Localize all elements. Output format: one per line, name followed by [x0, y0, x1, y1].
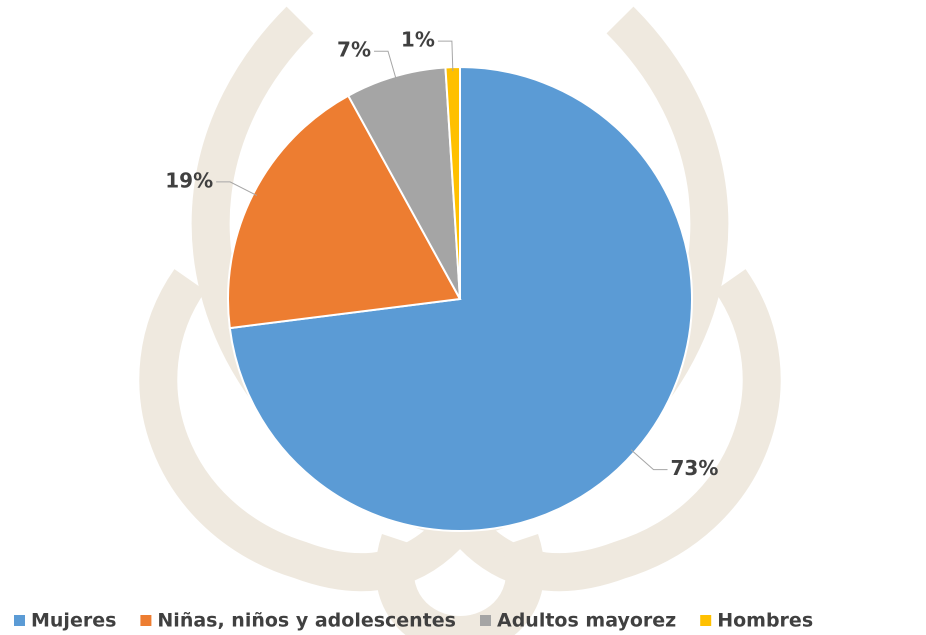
data-label: 1% [401, 28, 435, 52]
leader-line [374, 50, 397, 81]
legend-swatch [140, 615, 152, 626]
legend-swatch [14, 615, 25, 626]
legend-swatch [700, 615, 712, 626]
legend-label: Hombres [717, 610, 813, 632]
leader-line [630, 449, 668, 471]
watermark-shape [139, 269, 476, 592]
data-label: 19% [165, 168, 213, 192]
legend-label: Mujeres [31, 610, 116, 632]
data-label: 73% [671, 456, 719, 480]
leader-line [437, 40, 454, 72]
leader-line [216, 181, 258, 196]
legend-label: Niñas, niños y adolescentes [157, 610, 456, 632]
legend-label: Adultos mayorez [497, 610, 676, 632]
watermark-shape [375, 534, 545, 635]
legend-swatch [480, 615, 491, 626]
watermark-shape [444, 269, 781, 592]
data-label: 7% [337, 38, 371, 62]
